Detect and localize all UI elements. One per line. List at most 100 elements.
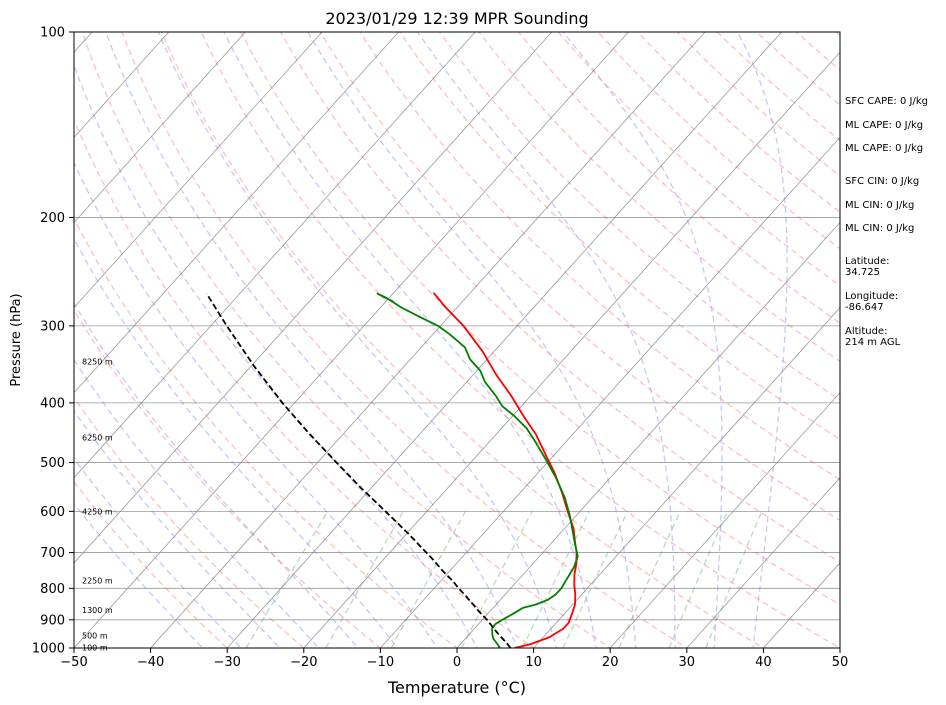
- chart-title: 2023/01/29 12:39 MPR Sounding: [325, 9, 588, 28]
- moist-adiabat-line: [74, 457, 243, 648]
- isotherm-line: [226, 32, 782, 648]
- dry-adiabat-line: [121, 32, 689, 648]
- moist-adiabat-line: [737, 32, 788, 648]
- y-tick-label: 200: [40, 211, 65, 226]
- height-labels: 100 m 500 m 1300 m 2250 m 4250 m 6250 m 8250 m: [82, 358, 113, 653]
- dry-adiabat-line: [74, 396, 305, 648]
- moist-adiabat-line: [416, 32, 676, 648]
- moist-adiabats: [74, 32, 788, 648]
- dry-adiabat-line: [518, 32, 840, 324]
- y-axis-ticks: 100 200 300 400 500 600 700 800 900 1000: [32, 26, 74, 657]
- x-tick-label: 40: [755, 655, 772, 670]
- longitude-value: -86.647: [845, 302, 884, 313]
- height-label: 4250 m: [82, 507, 113, 516]
- dry-adiabat-line: [240, 32, 840, 606]
- isotherm-line: [74, 32, 553, 564]
- dry-adiabat-line: [74, 118, 535, 648]
- dry-adiabat-line: [81, 32, 612, 648]
- isotherm-line: [74, 32, 399, 394]
- dry-adiabat-line: [359, 32, 840, 481]
- mixing-ratio-line: [390, 510, 466, 648]
- height-label: 8250 m: [82, 358, 113, 367]
- y-tick-label: 900: [40, 613, 65, 628]
- isobar-lines: [74, 32, 840, 648]
- x-tick-label: −40: [137, 655, 164, 670]
- altitude-label: Altitude:: [845, 326, 887, 337]
- x-axis-ticks: −50 −40 −30 −20 −10 0 10 20 30 40 50: [60, 648, 848, 670]
- moist-adiabat-line: [223, 32, 597, 648]
- height-label: 1300 m: [82, 606, 113, 615]
- moist-adiabat-line: [307, 32, 637, 648]
- isotherm-line: [686, 477, 840, 648]
- ml-cin-text-2: ML CIN: 0 J/kg: [845, 223, 914, 234]
- isotherm-line: [533, 306, 840, 648]
- dry-adiabat-line: [160, 32, 765, 648]
- isotherm-line: [74, 32, 246, 224]
- x-axis-label: Temperature (°C): [387, 678, 526, 697]
- dry-adiabats: [74, 32, 840, 648]
- x-tick-label: 50: [832, 655, 849, 670]
- ml-cin-text: ML CIN: 0 J/kg: [845, 200, 914, 211]
- sfc-cin-text: SFC CIN: 0 J/kg: [845, 176, 919, 187]
- sfc-cape-text: SFC CAPE: 0 J/kg: [845, 96, 928, 107]
- altitude-value: 214 m AGL: [845, 337, 901, 348]
- mixing-ratio-lines: [245, 510, 763, 648]
- y-tick-label: 400: [40, 396, 65, 411]
- x-tick-label: 10: [525, 655, 542, 670]
- y-tick-label: 1000: [32, 642, 65, 657]
- x-tick-label: −10: [367, 655, 394, 670]
- x-tick-label: 20: [602, 655, 619, 670]
- dry-adiabat-line: [74, 217, 459, 648]
- height-label: 500 m: [82, 632, 108, 641]
- dewpoint-trace: [376, 292, 579, 648]
- moist-adiabat-line: [74, 502, 204, 648]
- x-tick-label: 30: [679, 655, 696, 670]
- isotherm-line: [456, 221, 840, 648]
- x-tick-label: −50: [60, 655, 87, 670]
- y-tick-label: 600: [40, 505, 65, 520]
- isotherm-line: [380, 136, 840, 648]
- y-axis-label: Pressure (hPa): [9, 293, 24, 386]
- dry-adiabat-line: [478, 32, 840, 363]
- moist-adiabat-line: [562, 32, 723, 648]
- isotherm-line: [74, 32, 323, 309]
- isotherm-line: [74, 32, 629, 648]
- moist-adiabat-line: [74, 237, 399, 648]
- y-tick-label: 300: [40, 319, 65, 334]
- y-tick-label: 100: [40, 26, 65, 41]
- parcel-trace: [205, 293, 512, 648]
- ml-cape-text-2: ML CAPE: 0 J/kg: [845, 143, 923, 154]
- isotherm-lines: [74, 32, 840, 648]
- height-label: 6250 m: [82, 433, 113, 442]
- mixing-ratio-line: [245, 510, 329, 648]
- ml-cape-text: ML CAPE: 0 J/kg: [845, 120, 923, 131]
- dry-adiabat-line: [74, 308, 382, 648]
- x-tick-label: −30: [213, 655, 240, 670]
- dry-adiabat-line: [200, 32, 840, 648]
- dry-adiabat-line: [319, 32, 840, 522]
- latitude-label: Latitude:: [845, 256, 890, 267]
- sounding-traces: [205, 292, 579, 648]
- mixing-ratio-line: [325, 510, 404, 648]
- dry-adiabat-line: [74, 480, 229, 648]
- y-tick-label: 500: [40, 456, 65, 471]
- isotherm-line: [74, 32, 170, 138]
- x-tick-label: 0: [453, 655, 461, 670]
- y-tick-label: 800: [40, 582, 65, 597]
- height-label: 100 m: [82, 643, 108, 652]
- plot-area: [74, 32, 840, 648]
- height-label: 2250 m: [82, 576, 113, 585]
- x-tick-label: −20: [290, 655, 317, 670]
- isotherm-line: [609, 392, 840, 648]
- y-tick-label: 700: [40, 546, 65, 561]
- isotherm-line: [74, 32, 476, 479]
- side-panel: SFC CAPE: 0 J/kg ML CAPE: 0 J/kg ML CAPE…: [845, 96, 928, 348]
- isotherm-line: [150, 32, 706, 648]
- moist-adiabat-line: [74, 409, 281, 648]
- isotherm-line: [303, 51, 840, 648]
- mixing-ratio-line: [461, 510, 533, 648]
- moist-adiabat-line: [157, 32, 558, 648]
- longitude-label: Longitude:: [845, 291, 898, 302]
- latitude-value: 34.725: [845, 267, 880, 278]
